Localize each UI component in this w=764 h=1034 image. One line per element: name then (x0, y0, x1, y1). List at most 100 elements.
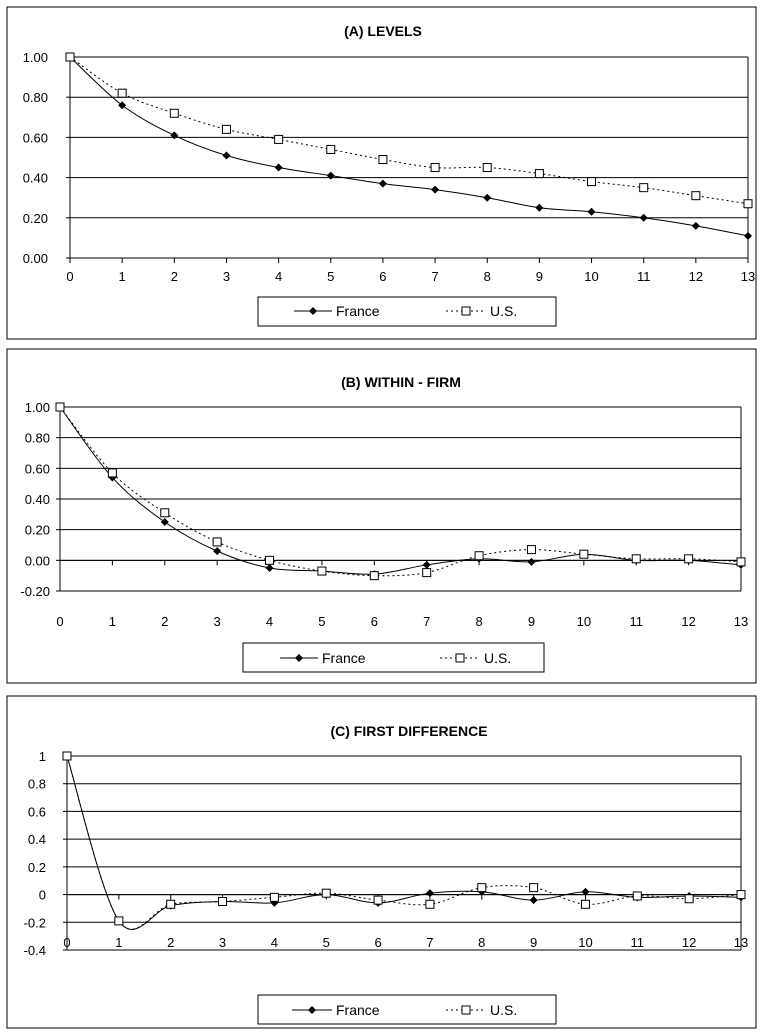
us-point (265, 555, 275, 565)
x-tick-label: 8 (478, 935, 485, 950)
x-tick-label: 4 (266, 614, 273, 629)
us-point (321, 888, 331, 898)
x-tick-label: 1 (109, 614, 116, 629)
y-tick-label: 0.4 (28, 832, 46, 847)
x-tick-label: 0 (63, 935, 70, 950)
us-point (579, 549, 589, 559)
x-tick-label: 2 (171, 269, 178, 284)
us-point (632, 891, 642, 901)
y-tick-label: 0.80 (25, 431, 50, 446)
us-point (107, 468, 117, 478)
france-point (744, 231, 752, 240)
x-tick-label: 2 (167, 935, 174, 950)
x-tick-label: 3 (219, 935, 226, 950)
france-point (587, 207, 596, 216)
legend-france-marker (308, 1006, 316, 1014)
france-point (691, 221, 700, 230)
france-point (378, 179, 387, 188)
us-point (631, 554, 641, 564)
legend-france-marker (295, 654, 303, 662)
us-point (160, 508, 170, 518)
legend-us-label: U.S. (484, 650, 511, 666)
y-tick-label: 0.00 (25, 553, 50, 568)
us-point (117, 88, 127, 98)
legend-box (257, 296, 557, 327)
us-point (169, 108, 179, 118)
legend-us-label: U.S. (490, 1002, 517, 1018)
us-point (534, 169, 544, 179)
france-point (170, 131, 179, 140)
x-tick-label: 13 (741, 269, 755, 284)
x-tick-label: 6 (379, 269, 386, 284)
us-point (684, 554, 694, 564)
y-tick-label: -0.20 (20, 584, 50, 599)
france-point (274, 163, 283, 172)
us-point (269, 892, 279, 902)
y-tick-label: 0.40 (23, 171, 48, 186)
y-tick-label: 0.20 (23, 211, 48, 226)
x-tick-label: 12 (682, 935, 696, 950)
france-point (527, 557, 536, 566)
x-tick-label: 8 (484, 269, 491, 284)
y-tick-label: 0.80 (23, 90, 48, 105)
us-point (743, 199, 753, 209)
us-point (736, 890, 746, 900)
x-tick-label: 3 (223, 269, 230, 284)
us-point (212, 537, 222, 547)
us-point (482, 163, 492, 173)
us-point (587, 177, 597, 187)
y-tick-label: 0.60 (23, 130, 48, 145)
x-tick-label: 4 (275, 269, 282, 284)
y-tick-label: 1.00 (23, 50, 48, 65)
x-tick-label: 7 (431, 269, 438, 284)
plot-area: 0.000.200.400.600.801.000 1 2 3 4 5 6 7 8 9 10 11 12… (23, 50, 756, 284)
x-tick-label: 5 (327, 269, 334, 284)
panel-frame (6, 695, 757, 1029)
plot-area: -0.4-0.200.20.40.60.810 1 2 3 4 5 6 7 8 9 10 11 12 13 (24, 749, 749, 958)
x-tick-label: 6 (371, 614, 378, 629)
x-tick-label: 0 (56, 614, 63, 629)
y-tick-label: 0.2 (28, 860, 46, 875)
panel-first-difference: (C) FIRST DIFFERENCE -0.4 -0.2 0 0.2 0.4 0.6 0… (6, 695, 757, 1029)
y-tick-label: 0.60 (25, 461, 50, 476)
france-point (160, 518, 169, 526)
x-tick-label: 5 (318, 614, 325, 629)
y-tick-label: 0.8 (28, 777, 46, 792)
panel-levels: (A) LEVELS 0.000.200.400.600.801.000 1 2 3 4… (6, 6, 757, 340)
legend: France U.S. (257, 296, 557, 327)
x-tick-label: 11 (631, 935, 645, 950)
us-point (425, 899, 435, 909)
x-tick-label: 5 (323, 935, 330, 950)
y-tick-label: -0.4 (24, 943, 46, 958)
legend-france-label: France (322, 650, 366, 666)
france-point (213, 547, 222, 556)
x-tick-label: 10 (584, 269, 598, 284)
x-tick-label: 6 (374, 935, 381, 950)
france-point (265, 564, 274, 572)
x-tick-label: 2 (161, 614, 168, 629)
legend-us-marker (461, 1005, 471, 1015)
us-point (65, 52, 75, 62)
france-point (639, 213, 648, 222)
x-tick-label: 4 (271, 935, 278, 950)
us-point (684, 894, 694, 904)
chart-title: (C) FIRST DIFFERENCE (330, 723, 487, 739)
x-tick-label: 9 (536, 269, 543, 284)
chart-title: (A) LEVELS (344, 23, 422, 39)
us-point (422, 568, 432, 578)
legend-us-marker (455, 653, 465, 663)
us-point (736, 557, 746, 567)
us-point (526, 545, 536, 555)
france-point (222, 151, 231, 160)
y-tick-label: 0.00 (23, 251, 48, 266)
france-point (483, 193, 492, 202)
y-tick-label: 0.6 (28, 804, 46, 819)
x-tick-label: 1 (115, 935, 122, 950)
panel-frame (6, 6, 757, 340)
us-point (378, 155, 388, 165)
legend-france-marker (309, 307, 317, 315)
legend: France U.S. (242, 642, 545, 673)
x-tick-label: 13 (734, 935, 748, 950)
panel-within-firm: (B) WITHIN - FIRM -0.20 0.00 0.20 0.40 0.60 0… (6, 348, 757, 684)
x-tick-label: 12 (681, 614, 695, 629)
